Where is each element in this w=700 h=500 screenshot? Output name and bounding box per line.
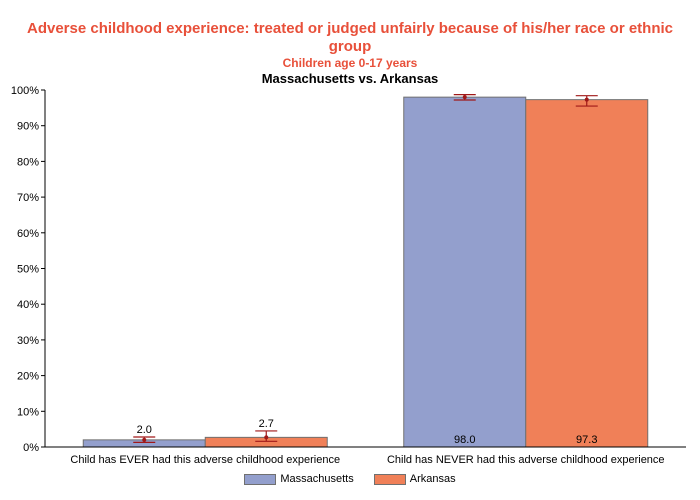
y-tick-label: 0% — [23, 442, 39, 454]
legend-swatch-massachusetts — [244, 473, 277, 485]
legend-swatch-arkansas — [373, 473, 406, 485]
bar — [525, 99, 649, 448]
legend-item-arkansas: Arkansas — [373, 473, 456, 485]
y-tick-label: 70% — [17, 192, 39, 204]
data-label: 97.3 — [576, 434, 597, 446]
x-tick-label: Child has NEVER had this adverse childho… — [387, 454, 665, 466]
point-marker — [142, 437, 147, 442]
y-tick-label: 50% — [17, 264, 39, 276]
y-tick-label: 20% — [17, 371, 39, 383]
point-marker — [264, 435, 269, 440]
bar — [403, 96, 527, 448]
y-tick-label: 100% — [11, 85, 39, 97]
chart-title-line2: group — [328, 38, 372, 55]
y-tick-label: 10% — [17, 406, 39, 418]
point-marker — [584, 97, 589, 102]
chart-title-line1: Adverse childhood experience: treated or… — [26, 20, 673, 37]
chart-subtitle: Children age 0-17 years — [282, 56, 418, 70]
legend-label-arkansas: Arkansas — [409, 473, 456, 485]
data-label: 98.0 — [454, 434, 475, 446]
y-tick-label: 80% — [17, 156, 39, 168]
chart-comparison-subtitle: Massachusetts vs. Arkansas — [261, 71, 439, 86]
legend-item-massachusetts: Massachusetts — [244, 473, 354, 485]
y-tick-label: 40% — [17, 299, 39, 311]
legend-label-massachusetts: Massachusetts — [280, 473, 354, 485]
data-label: 2.0 — [137, 424, 152, 436]
y-tick-label: 90% — [17, 121, 39, 133]
y-tick-label: 30% — [17, 335, 39, 347]
x-tick-label: Child has EVER had this adverse childhoo… — [70, 454, 340, 466]
point-marker — [462, 95, 467, 100]
y-tick-label: 60% — [17, 228, 39, 240]
chart-legend: Massachusetts Arkansas — [0, 473, 700, 485]
data-label: 2.7 — [259, 418, 274, 430]
